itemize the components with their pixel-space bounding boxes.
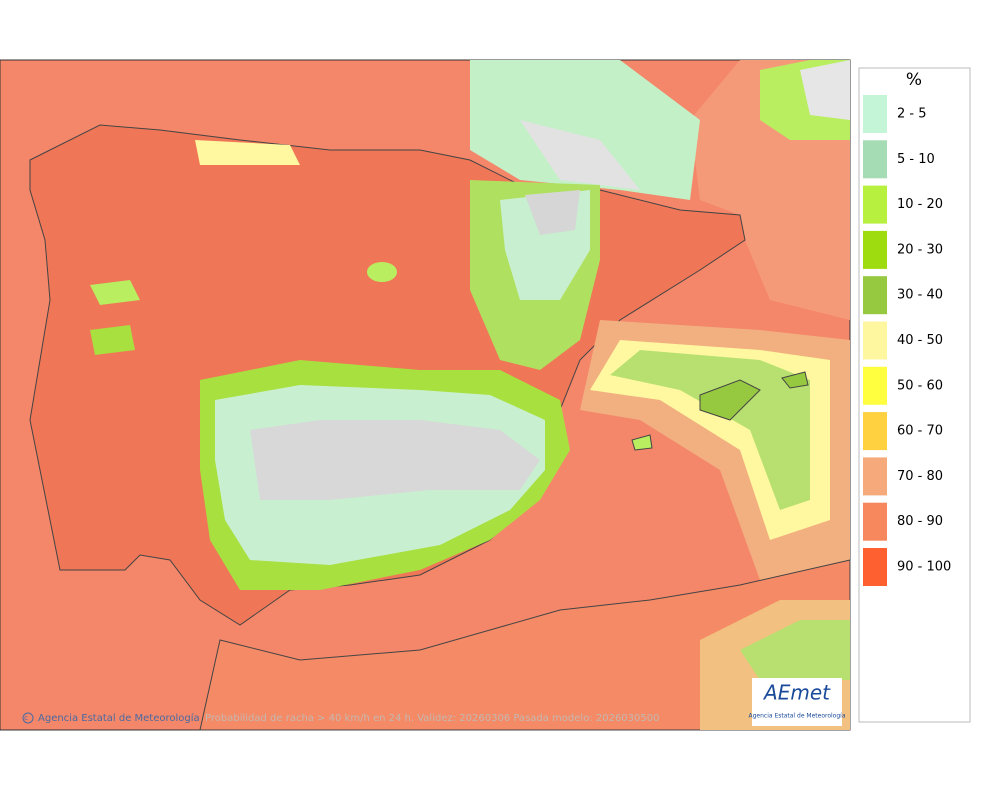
legend-swatch (863, 276, 887, 315)
legend-label: 20 - 30 (897, 242, 943, 257)
legend-label: 30 - 40 (897, 288, 943, 303)
legend-label: 10 - 20 (897, 197, 943, 212)
island (781, 371, 809, 389)
low-prob-area (90, 325, 135, 355)
legend-swatch (863, 366, 887, 405)
logo-name: AEmet (762, 681, 831, 705)
copyright-glyph: c (24, 714, 28, 722)
low-prob-area (740, 620, 850, 680)
caption: Probabilidad de racha > 40 km/h en 24 h.… (205, 713, 659, 724)
logo-box (752, 678, 842, 726)
very-low-area (800, 60, 850, 120)
low-prob-area (470, 60, 700, 200)
legend-swatch (863, 95, 887, 133)
legend-label: 80 - 90 (897, 514, 943, 529)
very-low-area (520, 120, 640, 190)
island (699, 379, 761, 421)
credit: Agencia Estatal de Meteorología (38, 712, 200, 724)
legend-label: 2 - 5 (897, 107, 927, 122)
legend-label: 70 - 80 (897, 469, 943, 484)
legend-label: 50 - 60 (897, 378, 943, 393)
legend-label: 40 - 50 (897, 333, 943, 348)
legend-swatch (863, 412, 887, 451)
legend-swatch (863, 457, 887, 496)
legend-label: 90 - 100 (897, 560, 951, 575)
logo-subtitle: Agencia Estatal de Meteorología (749, 713, 846, 720)
legend-swatch (863, 321, 887, 360)
copyright-icon (22, 712, 34, 724)
low-prob-area (367, 262, 397, 282)
legend-swatch (863, 230, 887, 269)
legend-swatch (863, 140, 887, 179)
very-low-area (525, 190, 580, 235)
island (631, 434, 653, 451)
legend-swatch (863, 185, 887, 224)
legend-swatch (863, 548, 887, 586)
low-prob-area (90, 280, 140, 305)
mid-prob-area (195, 140, 300, 165)
legend: 2 - 5 5 - 10 10 - 20 20 - 30 30 - 40 40 - 50 5… (863, 95, 951, 586)
legend-label: 60 - 70 (897, 424, 943, 439)
very-low-area (250, 420, 540, 500)
legend-title: % (906, 70, 922, 90)
legend-swatch (863, 502, 887, 541)
legend-label: 5 - 10 (897, 152, 935, 167)
